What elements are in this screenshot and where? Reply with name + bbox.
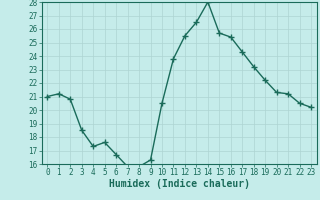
X-axis label: Humidex (Indice chaleur): Humidex (Indice chaleur) xyxy=(109,179,250,189)
